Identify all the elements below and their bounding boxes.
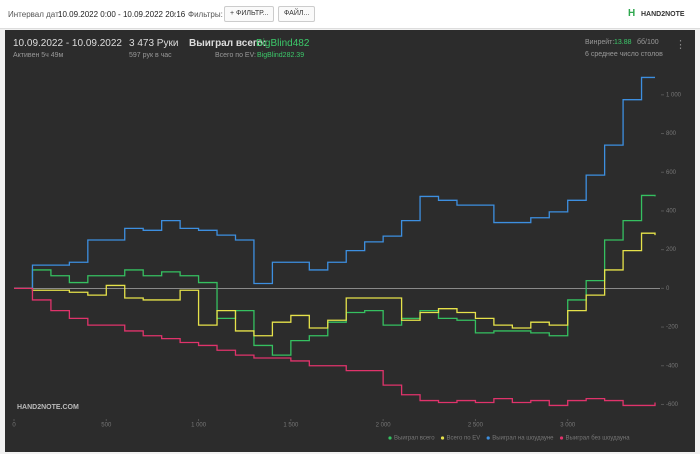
winrate: 13.88 <box>614 39 632 46</box>
file-button[interactable]: ФАЙЛ... <box>278 6 316 22</box>
x-tick-label: 2 500 <box>468 423 484 429</box>
stats-panel: 10.09.2022 - 10.09.2022 Активен 5ч 49м 3… <box>5 30 695 452</box>
filter-button[interactable]: + ФИЛЬТР... <box>224 6 275 22</box>
legend-marker <box>440 436 445 440</box>
x-tick-label: 1 500 <box>283 423 299 429</box>
y-tick-label: 800 <box>666 131 677 137</box>
series-line <box>14 194 656 356</box>
x-tick-label: 0 <box>12 423 16 429</box>
logo-icon: H <box>628 8 636 19</box>
ev-value: BigBlind282.39 <box>257 52 305 59</box>
y-tick-label: -200 <box>666 325 679 331</box>
y-tick-label: 0 <box>666 286 670 292</box>
y-tick-label: -600 <box>666 402 679 408</box>
legend-label: Выиграл без шоудауна <box>566 436 631 442</box>
period: 10.09.2022 - 10.09.2022 <box>13 38 122 49</box>
x-tick-label: 2 000 <box>376 423 392 429</box>
date-label: Интервал дат: <box>8 10 61 19</box>
winrate-unit: бб/100 <box>637 39 659 46</box>
legend-label: Выиграл на шоудауне <box>492 436 554 442</box>
watermark: HAND2NOTE.COM <box>17 404 79 411</box>
winrate-label: Винрейт: <box>585 39 615 46</box>
y-tick-label: 600 <box>666 170 677 176</box>
won-total-label: Выиграл всего: <box>189 38 267 49</box>
y-tick-label: 1 000 <box>666 92 682 98</box>
x-tick-label: 3 000 <box>560 423 576 429</box>
series-line <box>14 76 656 289</box>
y-tick-label: 200 <box>666 247 677 253</box>
x-tick-label: 500 <box>101 423 112 429</box>
hands-per-hour: 597 рук в час <box>129 52 172 59</box>
legend-label: Всего по EV <box>447 436 481 442</box>
legend-marker <box>559 436 564 440</box>
legend-label: Выиграл всего <box>394 436 435 442</box>
dropdown-arrow[interactable]: ▾ <box>172 10 177 19</box>
x-tick-label: 1 000 <box>191 423 207 429</box>
active-time: Активен 5ч 49м <box>13 52 64 59</box>
legend-marker <box>486 436 490 440</box>
series-line <box>14 287 656 407</box>
menu[interactable]: ⋮ <box>675 39 686 51</box>
y-tick-label: 400 <box>666 209 677 215</box>
filters-label: Фильтры: <box>188 10 223 19</box>
tables: 6 среднее число столов <box>585 51 663 58</box>
date-range[interactable]: 10.09.2022 0:00 - 10.09.2022 20:16 <box>58 10 186 19</box>
ev-label: Всего по EV: <box>215 52 256 59</box>
series-line <box>14 232 656 337</box>
toolbar: Интервал дат: 10.09.2022 0:00 - 10.09.20… <box>0 0 700 29</box>
logo: HAND2NOTE <box>641 11 685 18</box>
hands: 3 473 Руки <box>129 38 179 49</box>
y-tick-label: -400 <box>666 363 679 369</box>
won-total: BigBlind482 <box>256 38 310 49</box>
legend-marker <box>388 436 392 440</box>
